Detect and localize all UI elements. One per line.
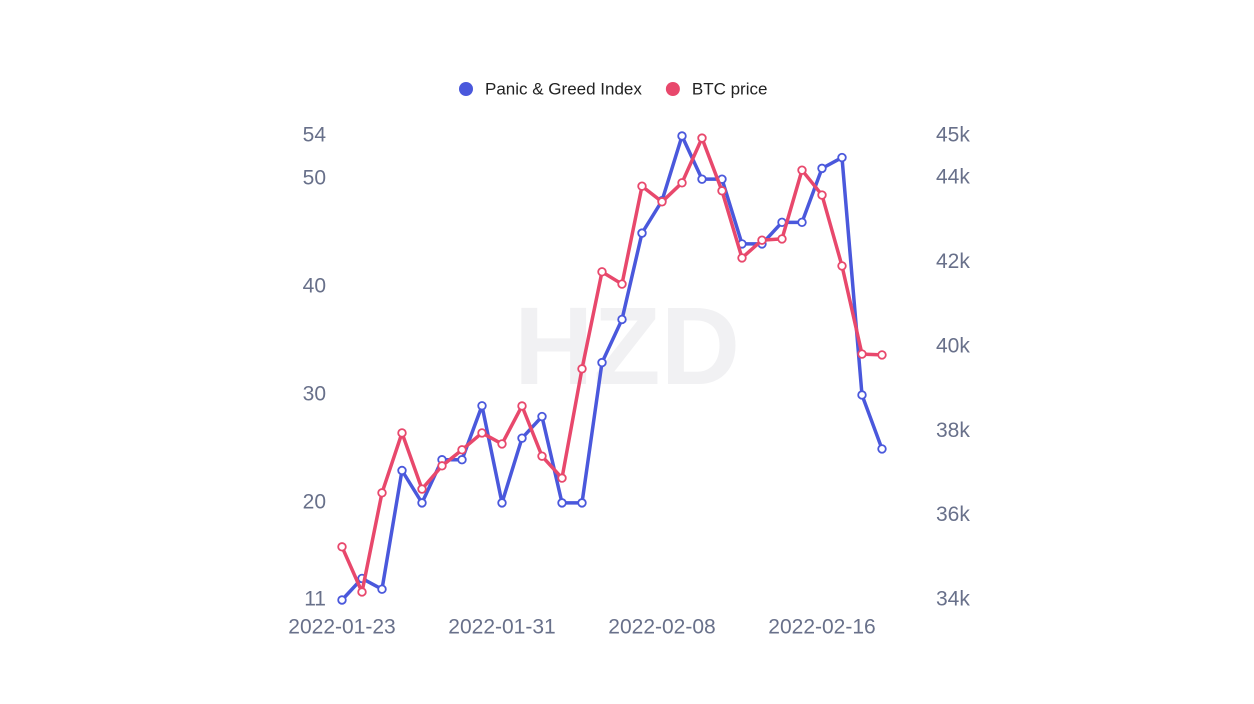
data-point [337,595,347,605]
data-point [617,314,627,325]
y2-tick-label: 40k [936,334,970,357]
y2-tick-label: 42k [936,250,970,273]
data-point [697,133,707,143]
y2-tick-label: 36k [936,503,970,526]
x-tick-label: 2022-02-08 [608,616,715,639]
data-point [497,439,507,449]
data-point [597,357,607,368]
data-point [397,428,407,438]
data-point [637,228,647,238]
y2-tick-label: 38k [936,419,970,442]
data-point [577,498,587,508]
data-point [797,217,807,228]
legend-label: Panic & Greed Index [485,79,642,98]
data-point [557,498,567,508]
data-point [657,197,667,207]
x-tick-label: 2022-01-31 [448,616,555,639]
x-tick-label: 2022-01-23 [288,616,395,639]
data-point [777,234,787,244]
data-point [417,498,427,508]
data-point [737,253,747,263]
data-point [857,390,867,400]
y-tick-label: 50 [303,167,326,190]
data-point [857,349,867,359]
data-point [517,433,527,443]
x-tick-label: 2022-02-16 [768,616,875,639]
y-tick-label: 54 [303,124,327,147]
data-point [377,584,387,594]
data-point [757,235,767,245]
data-point [697,174,707,184]
data-point [717,186,727,196]
data-point [537,451,547,461]
y-tick-label: 11 [304,588,326,611]
data-point [497,498,507,508]
y2-tick-label: 34k [936,588,970,611]
legend-marker [459,82,473,96]
series-line [340,134,884,602]
data-point [517,401,527,411]
data-point [477,428,487,438]
data-point [357,587,367,597]
y-tick-label: 20 [303,490,326,513]
data-point [637,181,647,191]
data-point [597,267,607,277]
data-point [417,484,427,494]
data-point [837,152,847,163]
data-point [677,178,687,188]
series-line [340,136,883,594]
data-point [877,444,887,454]
data-point [537,411,547,422]
data-point [377,488,387,498]
data-point [337,542,347,552]
data-point [677,131,687,141]
data-point [457,445,467,455]
data-point [617,279,627,289]
data-point [477,401,487,411]
data-point [457,455,467,465]
data-point [437,461,447,471]
data-point [877,350,887,360]
y-tick-label: 30 [303,383,326,406]
data-point [557,473,567,483]
data-point [577,364,587,374]
y-tick-label: 40 [303,275,326,298]
data-point [797,165,807,175]
data-point [817,190,827,200]
y2-tick-label: 45k [936,124,970,147]
legend-marker [665,82,680,96]
y2-tick-label: 44k [936,166,970,189]
data-point [397,465,407,476]
legend-label: BTC price [692,79,768,98]
data-point [817,163,827,174]
data-point [837,261,847,271]
